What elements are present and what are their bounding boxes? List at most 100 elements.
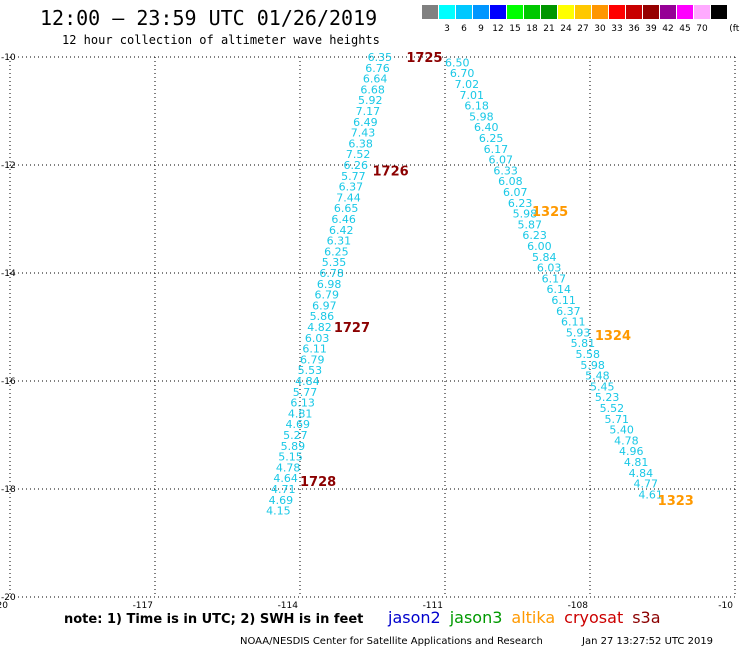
scale-label: 45 xyxy=(679,24,691,34)
wave-height-value: 5.98 xyxy=(469,110,494,123)
wave-height-value: 7.17 xyxy=(356,105,381,118)
longitude-tick-label: -108 xyxy=(568,601,589,611)
wave-height-value: 6.78 xyxy=(319,267,344,280)
wave-height-value: 5.40 xyxy=(609,424,634,437)
wave-height-value: 6.23 xyxy=(508,197,533,210)
pass-number-labels: 1725 1726 1727 1728 1325 1324 1323 xyxy=(300,51,694,509)
wave-height-value: 6.33 xyxy=(493,164,518,177)
latitude-tick-label: -14 xyxy=(1,269,16,279)
longitude-tick-label: -111 xyxy=(423,601,443,611)
wave-height-value: 5.77 xyxy=(293,386,318,399)
latitude-tick-label: -12 xyxy=(1,161,16,171)
wave-height-value: 6.14 xyxy=(547,283,572,296)
wave-height-value: 6.46 xyxy=(331,213,356,226)
pass-number-label: 1726 xyxy=(373,164,409,179)
wave-height-value: 6.25 xyxy=(479,132,504,145)
wave-height-value: 6.49 xyxy=(353,116,378,129)
latitude-tick-label: -16 xyxy=(1,377,16,387)
wave-height-value: 4.96 xyxy=(619,445,644,458)
wave-height-value: 6.07 xyxy=(489,154,514,167)
satellite-legend: jason2 jason3 altika cryosat s3a xyxy=(388,608,670,627)
wave-height-value: 4.81 xyxy=(288,407,313,420)
wave-height-value: 5.23 xyxy=(595,391,620,404)
wave-height-value: 5.15 xyxy=(278,451,303,464)
scale-label: 24 xyxy=(560,24,572,34)
scale-swatch xyxy=(490,5,506,19)
scale-label: 30 xyxy=(594,24,606,34)
wave-height-value: 5.77 xyxy=(341,170,366,183)
latitude-tick-labels: -10 -12 -14 -16 -18 -20 xyxy=(1,53,16,603)
longitude-tick-labels: -120 -117 -114 -111 -108 -10 xyxy=(0,601,733,611)
wave-height-value: 6.11 xyxy=(551,294,576,307)
wave-height-value: 6.31 xyxy=(327,235,352,248)
wave-height-value: 6.70 xyxy=(450,67,475,80)
wave-height-value: 4.15 xyxy=(266,505,291,518)
footer-timestamp: Jan 27 13:27:52 UTC 2019 xyxy=(582,636,714,647)
scale-label: 9 xyxy=(478,24,484,34)
wave-height-value: 4.81 xyxy=(624,456,649,469)
wave-height-value: 4.84 xyxy=(295,375,320,388)
wave-height-value: 6.64 xyxy=(363,73,388,86)
wave-height-value: 6.18 xyxy=(464,100,489,113)
wave-height-value: 5.92 xyxy=(358,94,383,107)
satellite-legend-entry: cryosat xyxy=(564,608,624,627)
scale-swatch xyxy=(575,5,591,19)
wave-height-values: 6.356.766.646.685.927.176.497.436.387.52… xyxy=(266,51,663,518)
scale-label: 3 xyxy=(444,24,450,34)
wave-height-value: 4.82 xyxy=(307,321,332,334)
scale-swatch xyxy=(439,5,455,19)
wave-height-value: 4.78 xyxy=(276,461,301,474)
scale-unit-label: (ft) xyxy=(729,24,740,34)
wave-height-value: 6.50 xyxy=(445,56,470,69)
scale-label: 39 xyxy=(645,24,657,34)
wave-height-value: 7.43 xyxy=(351,127,376,140)
scale-swatch xyxy=(558,5,574,19)
scale-label: 36 xyxy=(628,24,640,34)
wave-height-value: 4.61 xyxy=(638,488,663,501)
scale-swatch xyxy=(626,5,642,19)
wave-height-value: 5.98 xyxy=(513,208,538,221)
wave-height-value: 6.11 xyxy=(302,343,327,356)
wave-height-value: 5.48 xyxy=(585,370,610,383)
scale-swatch xyxy=(422,5,438,19)
wave-height-value: 6.76 xyxy=(365,62,390,75)
pass-number-label: 1728 xyxy=(300,475,336,490)
latitude-tick-label: -18 xyxy=(1,485,16,495)
wave-height-value: 6.42 xyxy=(329,224,354,237)
scale-swatch xyxy=(609,5,625,19)
scale-swatch xyxy=(592,5,608,19)
wave-height-value: 6.13 xyxy=(290,397,315,410)
scale-swatch xyxy=(541,5,557,19)
pass-number-label: 1324 xyxy=(595,329,631,344)
wave-height-value: 6.17 xyxy=(484,143,509,156)
scale-swatch xyxy=(643,5,659,19)
wave-height-value: 5.52 xyxy=(600,402,625,415)
wave-height-value: 5.87 xyxy=(518,218,543,231)
wave-height-value: 4.77 xyxy=(634,478,659,491)
latitude-tick-label: -10 xyxy=(1,53,16,63)
satellite-legend-entry: jason3 xyxy=(449,608,503,627)
satellite-legend-entry: s3a xyxy=(632,608,661,627)
wave-height-value: 5.89 xyxy=(281,440,306,453)
wave-height-value: 6.11 xyxy=(561,316,586,329)
wave-height-value: 6.03 xyxy=(537,262,562,275)
wave-height-value: 5.27 xyxy=(283,429,308,442)
scale-label: 70 xyxy=(696,24,708,34)
longitude-tick-label: -117 xyxy=(133,601,153,611)
wave-height-value: 6.68 xyxy=(360,83,385,96)
wave-height-value: 7.52 xyxy=(346,148,371,161)
scale-swatch xyxy=(660,5,676,19)
wave-height-value: 5.98 xyxy=(580,359,605,372)
longitude-tick-label: -10 xyxy=(718,601,733,611)
wave-height-value: 7.02 xyxy=(455,78,480,91)
longitude-tick-label: -120 xyxy=(0,601,8,611)
wave-height-value: 7.01 xyxy=(460,89,485,102)
wave-height-value: 6.38 xyxy=(348,137,373,150)
wave-height-value: 6.23 xyxy=(522,229,547,242)
wave-height-value: 6.25 xyxy=(324,245,349,258)
scale-swatch xyxy=(473,5,489,19)
wave-height-value: 5.58 xyxy=(576,348,601,361)
wave-height-value: 6.00 xyxy=(527,240,552,253)
